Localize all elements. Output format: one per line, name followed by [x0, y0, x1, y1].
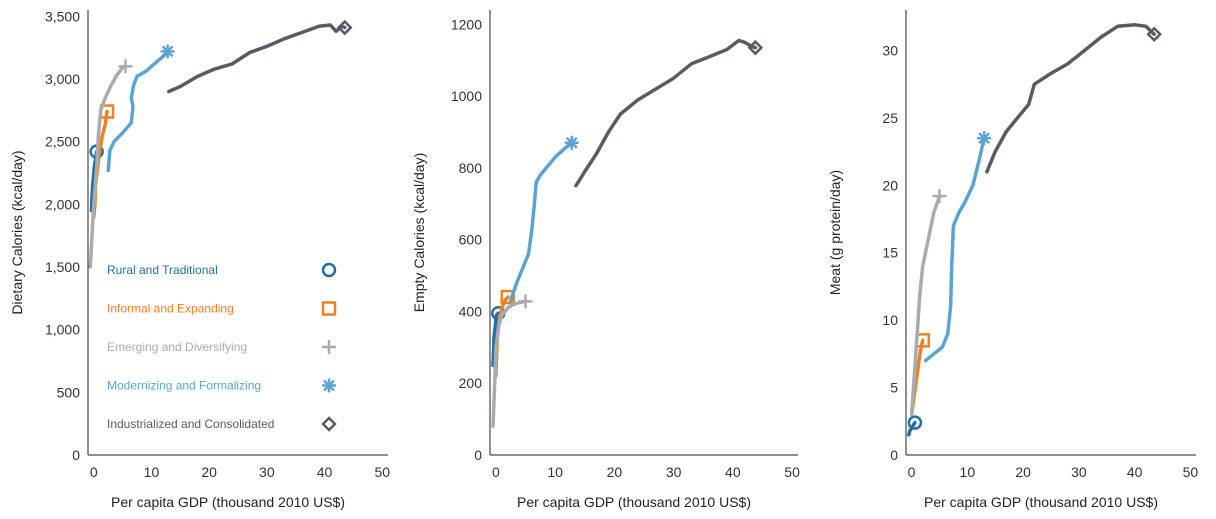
y-tick-label: 500	[57, 384, 81, 400]
y-tick-label: 1,000	[45, 322, 80, 338]
legend-label-emerging-and-diversifying: Emerging and Diversifying	[107, 340, 247, 354]
series-end-marker-industrialized-and-consolidated	[1146, 26, 1162, 43]
y-tick-label: 5	[890, 380, 898, 396]
x-tick-label: 50	[1183, 464, 1199, 480]
legend-marker-industrialized-and-consolidated	[321, 416, 337, 432]
x-tick-label: 30	[666, 464, 682, 480]
x-tick-label: 20	[1015, 464, 1031, 480]
x-tick-label: 40	[725, 464, 741, 480]
y-tick-label: 3,000	[45, 71, 80, 87]
x-tick-label: 0	[908, 464, 916, 480]
y-tick-label: 200	[459, 375, 483, 391]
chart-panel-3: 0 5 10 15 20 25 30 0 10 20 30 40 50 Per capita GDP (t…	[827, 10, 1198, 510]
series-end-marker-emerging-and-diversifying	[518, 294, 533, 309]
series-end-marker-emerging-and-diversifying	[118, 59, 133, 74]
series-line-industrialized-and-consolidated	[167, 23, 347, 94]
legend: Rural and Traditional Informal and Expand…	[107, 262, 337, 432]
y-tick-label: 0	[890, 447, 898, 463]
y-axis-title: Empty Calories (kcal/day)	[411, 153, 427, 313]
x-tick-label: 40	[317, 464, 333, 480]
series-end-marker-rural-and-traditional	[907, 415, 923, 430]
series-end-marker-modernizing-and-formalizing	[160, 44, 175, 59]
series-line-emerging-and-diversifying	[491, 299, 528, 429]
x-tick-label: 20	[201, 464, 217, 480]
y-tick-label: 800	[459, 160, 483, 176]
series-line-modernizing-and-formalizing	[508, 141, 574, 303]
series-end-marker-emerging-and-diversifying	[932, 189, 947, 204]
x-tick-label: 30	[1071, 464, 1087, 480]
x-tick-label: 20	[607, 464, 623, 480]
series-line-emerging-and-diversifying	[88, 64, 128, 269]
y-tick-label: 2,000	[45, 196, 80, 212]
series-end-marker-modernizing-and-formalizing	[564, 135, 579, 150]
y-tick-label: 400	[459, 303, 483, 319]
legend-marker-emerging-and-diversifying	[322, 340, 336, 354]
x-tick-label: 10	[144, 464, 160, 480]
y-tick-label: 10	[882, 312, 898, 328]
y-tick-label: 0	[474, 447, 482, 463]
series-line-modernizing-and-formalizing	[106, 49, 170, 173]
series-line-industrialized-and-consolidated	[985, 23, 1156, 174]
series-line-rural-and-traditional	[89, 149, 99, 213]
x-axis-title: Per capita GDP (thousand 2010 US$)	[517, 494, 751, 510]
series-end-marker-informal-and-expanding	[500, 289, 516, 305]
series-line-emerging-and-diversifying	[909, 194, 942, 417]
y-tick-label: 2,500	[45, 134, 80, 150]
series-end-marker-modernizing-and-formalizing	[977, 131, 992, 146]
x-tick-label: 10	[960, 464, 976, 480]
series-end-marker-industrialized-and-consolidated	[336, 19, 353, 36]
x-tick-label: 50	[374, 464, 390, 480]
chart-panel-2: 0 200 400 600 800 1000 1200 0 10 20 30 40 50 Per capi…	[411, 10, 800, 510]
x-tick-label: 50	[784, 464, 800, 480]
legend-label-informal-and-expanding: Informal and Expanding	[107, 302, 234, 316]
x-tick-label: 0	[90, 464, 98, 480]
x-tick-label: 40	[1127, 464, 1143, 480]
y-axis-title: Dietary Calories (kcal/day)	[9, 150, 25, 314]
series-line-industrialized-and-consolidated	[574, 38, 758, 188]
x-tick-label: 10	[547, 464, 563, 480]
legend-label-rural-and-traditional: Rural and Traditional	[107, 263, 218, 277]
y-tick-label: 25	[882, 110, 898, 126]
chart-panel-1: 0 500 1,000 1,500 2,000 2,500 3,000 3,500 0 10 20 3…	[9, 8, 390, 510]
y-tick-label: 3,500	[45, 8, 80, 24]
x-tick-label: 30	[259, 464, 275, 480]
series-end-marker-industrialized-and-consolidated	[747, 39, 764, 56]
y-tick-label: 30	[882, 42, 898, 58]
legend-marker-modernizing-and-formalizing	[322, 378, 336, 393]
y-axis-title: Meat (g protein/day)	[827, 170, 843, 295]
series-line-rural-and-traditional	[491, 311, 501, 368]
x-axis-title: Per capita GDP (thousand 2010 US$)	[111, 494, 345, 510]
y-tick-label: 0	[72, 447, 80, 463]
legend-marker-rural-and-traditional	[321, 262, 337, 278]
x-tick-label: 0	[492, 464, 500, 480]
y-tick-label: 600	[459, 232, 483, 248]
series-line-modernizing-and-formalizing	[923, 136, 986, 363]
legend-marker-informal-and-expanding	[321, 301, 337, 316]
x-axis-title: Per capita GDP (thousand 2010 US$)	[924, 494, 1158, 510]
y-tick-label: 15	[882, 245, 898, 261]
y-tick-label: 1,500	[45, 259, 80, 275]
y-tick-label: 1200	[451, 16, 482, 32]
y-tick-label: 1000	[451, 88, 482, 104]
legend-label-modernizing-and-formalizing: Modernizing and Formalizing	[107, 379, 261, 393]
legend-label-industrialized-and-consolidated: Industrialized and Consolidated	[107, 417, 274, 431]
y-tick-label: 20	[882, 177, 898, 193]
